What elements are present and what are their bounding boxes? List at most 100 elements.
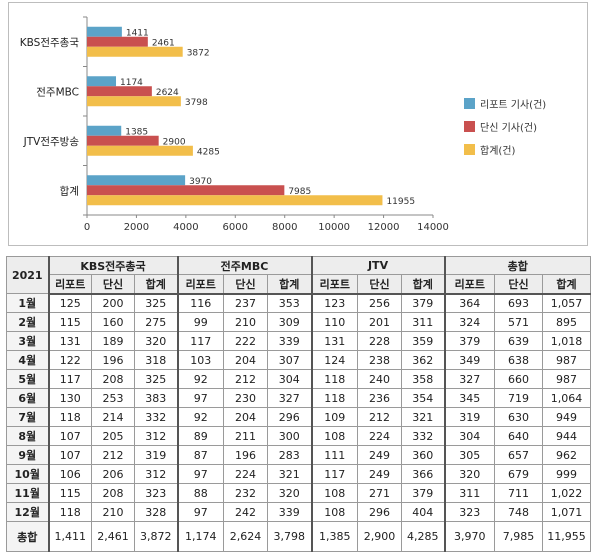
- bar-value-label: 3798: [185, 98, 208, 108]
- table-cell: 3,970: [444, 521, 496, 552]
- column-subheader: 단신: [357, 274, 403, 295]
- table-cell: 304: [266, 369, 313, 389]
- table-cell: 987: [542, 369, 592, 389]
- bar-report: [87, 76, 117, 87]
- table-row: 7월 118 214 332 92 204 296 109 212 321 319 630 949: [6, 407, 592, 427]
- monthly-data-table: 2021 KBS전주총국 전주MBC JTV 총합 리포트 단신 합계 리포트 단신 합계…: [6, 256, 592, 552]
- table-row: 1월 125 200 325 116 237 353 123 256 379 364 693 1,057: [6, 293, 592, 313]
- table-cell: 118: [48, 502, 92, 522]
- table-cell: 379: [444, 331, 496, 351]
- table-cell: 212: [91, 445, 135, 465]
- month-label: 4월: [6, 350, 50, 370]
- table-row: 12월 118 210 328 97 242 339 108 296 404 323 748 1,071: [6, 502, 592, 522]
- table-cell: 345: [444, 388, 496, 408]
- group-header-kbs: KBS전주총국: [48, 256, 179, 275]
- table-cell: 210: [223, 312, 268, 332]
- table-cell: 118: [311, 369, 359, 389]
- table-cell: 327: [444, 369, 496, 389]
- table-row: 11월 115 208 323 88 232 320 108 271 379 311 711 1,022: [6, 483, 592, 503]
- table-cell: 97: [177, 388, 224, 408]
- table-cell: 679: [494, 464, 544, 484]
- subheader-row: 리포트 단신 합계 리포트 단신 합계 리포트 단신 합계 리포트 단신 합계: [7, 274, 592, 295]
- group-header-mbc: 전주MBC: [176, 256, 313, 275]
- table-cell: 944: [542, 426, 592, 446]
- legend-item: 리포트 기사(건): [464, 95, 546, 111]
- chart-panel: 0 2000 4000 6000 8000 10000 12000 14000 KBS전주총국 1…: [8, 2, 588, 246]
- table-cell: 379: [401, 293, 446, 313]
- table-row: 5월 117 208 325 92 212 304 118 240 358 327 660 987: [6, 369, 592, 389]
- bar-total: [87, 145, 193, 156]
- table-cell: 208: [91, 369, 135, 389]
- x-tick-label: 6000: [223, 222, 248, 233]
- table-cell: 7,985: [494, 521, 544, 552]
- column-subheader: 합계: [134, 274, 179, 295]
- table-cell: 88: [177, 483, 224, 503]
- table-cell: 320: [266, 483, 313, 503]
- table-cell: 325: [134, 293, 179, 313]
- category-label: 전주MBC: [36, 86, 79, 98]
- group-header-total: 총합: [444, 256, 592, 275]
- month-label: 11월: [6, 483, 50, 503]
- table-cell: 2,624: [223, 521, 268, 552]
- table-cell: 214: [91, 407, 135, 427]
- legend-label: 리포트 기사(건): [480, 99, 547, 111]
- table-cell: 312: [134, 464, 179, 484]
- table-cell: 296: [266, 407, 313, 427]
- table-cell: 349: [444, 350, 496, 370]
- table-cell: 323: [444, 502, 496, 522]
- month-label: 7월: [6, 407, 50, 427]
- column-subheader: 리포트: [444, 274, 496, 295]
- table-cell: 115: [48, 312, 92, 332]
- table-cell: 208: [91, 483, 135, 503]
- table-cell: 327: [266, 388, 313, 408]
- table-cell: 2,900: [357, 521, 403, 552]
- table-cell: 117: [48, 369, 92, 389]
- column-subheader: 단신: [223, 274, 268, 295]
- bar-total: [87, 195, 383, 206]
- month-label: 2월: [6, 312, 50, 332]
- table-cell: 311: [444, 483, 496, 503]
- table-cell: 354: [401, 388, 446, 408]
- table-cell: 1,064: [542, 388, 592, 408]
- table-cell: 320: [134, 331, 179, 351]
- table-cell: 117: [311, 464, 359, 484]
- bar-chart: 0 2000 4000 6000 8000 10000 12000 14000 KBS전주총국 1…: [20, 16, 449, 233]
- table-cell: 4,285: [401, 521, 446, 552]
- table-cell: 379: [401, 483, 446, 503]
- table-cell: 131: [48, 331, 92, 351]
- table-cell: 657: [494, 445, 544, 465]
- bar-value-label: 3970: [189, 177, 212, 187]
- bar-value-label: 2461: [152, 38, 175, 48]
- x-tick-label: 2000: [124, 222, 149, 233]
- month-label: 9월: [6, 445, 50, 465]
- bar-brief: [87, 135, 159, 146]
- table-cell: 364: [444, 293, 496, 313]
- table-cell: 201: [357, 312, 403, 332]
- table-cell: 108: [311, 426, 359, 446]
- table-cell: 325: [134, 369, 179, 389]
- table-cell: 1,071: [542, 502, 592, 522]
- table-cell: 125: [48, 293, 92, 313]
- table-cell: 639: [494, 331, 544, 351]
- table-cell: 305: [444, 445, 496, 465]
- table-cell: 204: [223, 407, 268, 427]
- table-cell: 319: [134, 445, 179, 465]
- table-cell: 962: [542, 445, 592, 465]
- table-cell: 296: [357, 502, 403, 522]
- table-cell: 640: [494, 426, 544, 446]
- table-cell: 97: [177, 464, 224, 484]
- table-cell: 339: [266, 331, 313, 351]
- column-subheader: 리포트: [48, 274, 92, 295]
- table-cell: 106: [48, 464, 92, 484]
- table-cell: 107: [48, 445, 92, 465]
- chart-legend: 리포트 기사(건) 단신 기사(건) 합계(건): [464, 95, 546, 164]
- table-cell: 224: [357, 426, 403, 446]
- table-cell: 999: [542, 464, 592, 484]
- table-cell: 236: [357, 388, 403, 408]
- legend-item: 단신 기사(건): [464, 118, 546, 134]
- total-label: 총합: [6, 521, 50, 552]
- table-cell: 318: [134, 350, 179, 370]
- table-cell: 118: [48, 407, 92, 427]
- table-cell: 110: [311, 312, 359, 332]
- bar-value-label: 1174: [120, 78, 143, 88]
